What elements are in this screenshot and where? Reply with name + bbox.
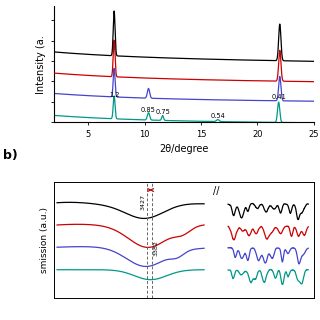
Text: 0.75: 0.75: [155, 109, 170, 116]
Text: //: //: [213, 187, 219, 196]
Text: 0.54: 0.54: [210, 113, 225, 119]
Y-axis label: Intensity (a.: Intensity (a.: [36, 35, 46, 93]
Text: 3382: 3382: [153, 240, 158, 256]
Text: 1.2: 1.2: [109, 92, 120, 98]
Text: 0.85: 0.85: [141, 107, 156, 113]
X-axis label: 2θ/degree: 2θ/degree: [159, 144, 209, 154]
Text: 3427: 3427: [140, 194, 145, 210]
Text: b): b): [3, 149, 18, 162]
Text: 0.41: 0.41: [271, 94, 286, 100]
Y-axis label: smission (a.u.): smission (a.u.): [40, 207, 49, 273]
